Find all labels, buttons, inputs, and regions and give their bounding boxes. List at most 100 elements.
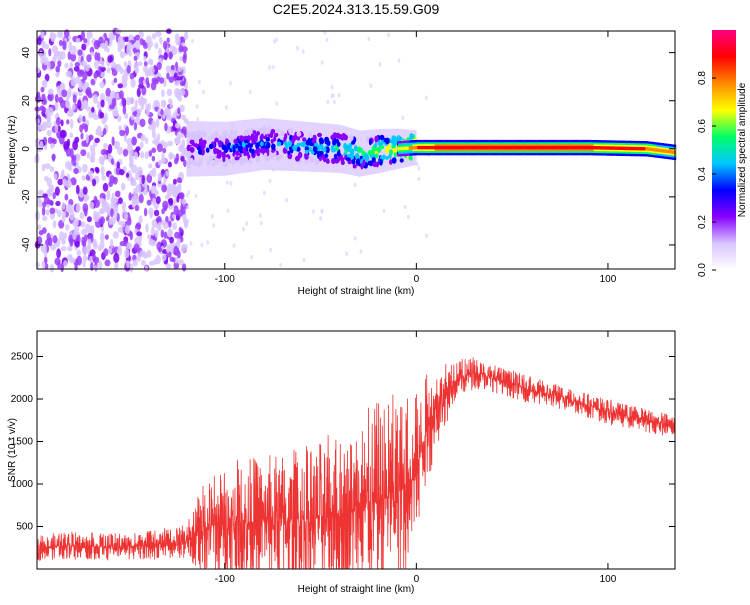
spectrogram-noise-speckle [176,177,182,183]
spectrogram-y-tick-label: -40 [21,237,32,252]
spectrogram-noise-speckle [110,216,116,225]
spectrogram-ridge-band [651,147,653,152]
spectrogram-noise-speckle [117,226,124,233]
spectrogram-ridge-band [652,147,654,152]
spectrogram-noise-speckle [107,67,111,74]
spectrogram-ridge-blob [224,157,229,163]
spectrogram-noise-speckle [62,40,67,50]
spectrogram-ridge-blob [205,147,210,153]
spectrogram-ridge-band [422,145,424,150]
spectrogram-noise-speckle [52,192,56,200]
spectrogram-noise-speckle [126,138,133,146]
snr-x-tick-label: 100 [600,574,617,585]
spectrogram-noise-speckle [165,194,170,200]
spectrogram-noise-speckle [171,46,178,56]
spectrogram-noise-speckle [58,96,64,104]
spectrogram-ridge-blob [244,129,250,137]
spectrogram-noise-speckle [90,150,96,157]
spectrogram-ridge-band [617,146,619,150]
spectrogram-ridge-halo [359,130,361,177]
spectrogram-ridge-blob [215,148,220,154]
spectrogram-noise-speckle [169,153,176,159]
spectrogram-noise-speckle [68,234,74,244]
spectrogram-ridge-band [627,146,629,151]
spectrogram-noise-speckle [94,51,98,61]
spectrogram-noise-speckle [99,240,105,250]
spectrogram-ridge-band [521,145,523,150]
spectrogram-ridge-band [602,146,604,150]
spectrogram-noise-speckle [135,40,141,50]
spectrogram-noise-speckle [161,89,165,98]
spectrogram-noise-speckle [100,148,107,156]
spectrogram-noise-speckle [38,230,44,236]
spectrogram-noise-speckle [165,263,172,269]
spectrogram-noise-speckle [54,186,60,196]
spectrogram-noise-speckle [110,158,115,166]
spectrogram-noise-speckle [81,60,88,67]
spectrogram-ridge-blob [320,143,324,151]
spectrogram-noise-speckle [67,87,72,98]
spectrogram-noise-speckle [165,170,170,177]
spectrogram-noise-speckle [44,163,51,170]
spectrogram-ridge-blob [239,157,244,162]
spectrogram-ridge-blob [238,139,243,146]
spectrogram-ridge-band [480,145,482,150]
spectrogram-ridge-band [461,145,463,150]
spectrogram-noise-speckle [57,178,64,186]
spectrogram-noise-speckle [140,151,145,159]
spectrogram-ridge-halo [355,129,357,176]
spectrogram-ridge-band [529,145,531,150]
spectrogram-noise-speckle [151,147,157,154]
spectrogram-noise-speckle [173,178,177,185]
spectrogram-ridge-band [584,145,586,150]
spectrogram-ridge-band [665,149,667,153]
spectrogram-ridge-blob [340,160,345,166]
spectrogram-noise-speckle [102,202,107,208]
spectrogram-ridge-halo [195,121,197,177]
spectrogram-ridge-band [429,145,431,150]
spectrogram-noise-speckle [99,81,105,89]
spectrogram-noise-speckle [180,155,185,162]
spectrogram-ridge-blob [254,133,258,140]
spectrogram-panel: -100 0 100 -40 -20 0 20 40 Height of straight … [7,27,677,297]
spectrogram-ridge-band [664,149,666,153]
spectrogram-ridge-band [668,149,670,154]
spectrogram-ridge-blob [374,142,378,148]
spectrogram-ridge-band [670,150,672,154]
spectrogram-noise-speckle [98,155,105,165]
spectrogram-ridge-band [532,145,534,150]
spectrogram-noise-speckle [52,220,57,229]
spectrogram-ridge-blob [260,141,264,147]
spectrogram-ridge-band [547,145,549,150]
spectrogram-noise-speckle [66,119,70,125]
spectrogram-ridge-band [585,145,588,150]
spectrogram-noise-speckle [93,210,98,220]
spectrogram-noise-speckle [52,138,57,145]
spectrogram-y-tick-label: -20 [21,189,32,204]
spectrogram-ridge-band [659,148,661,153]
spectrogram-noise-speckle [63,260,68,267]
spectrogram-noise-speckle [145,137,149,145]
spectrogram-ridge-blob [368,138,372,146]
spectrogram-ridge-blob [244,139,249,144]
spectrogram-ridge-blob [280,130,285,137]
spectrogram-noise-speckle [46,129,52,137]
spectrogram-noise-speckle [118,90,124,100]
spectrogram-noise-speckle [159,37,163,45]
spectrogram-ridge-band [469,145,471,150]
spectrogram-noise-speckle [47,106,54,117]
spectrogram-noise-speckle [124,36,130,42]
spectrogram-noise-speckle [176,250,181,259]
spectrogram-noise-speckle [126,65,131,74]
spectrogram-ridge-band [577,145,579,150]
spectrogram-noise-speckle [164,122,168,132]
snr-y-tick-label: 1500 [11,437,34,448]
spectrogram-noise-speckle [50,243,56,251]
spectrogram-ridge-halo [342,125,344,174]
spectrogram-ridge-band [539,145,541,150]
spectrogram-y-tick-label: 40 [21,47,32,59]
spectrogram-ridge-band [447,145,449,150]
spectrogram-ridge-blob [265,142,271,149]
spectrogram-noise-speckle [174,80,180,87]
